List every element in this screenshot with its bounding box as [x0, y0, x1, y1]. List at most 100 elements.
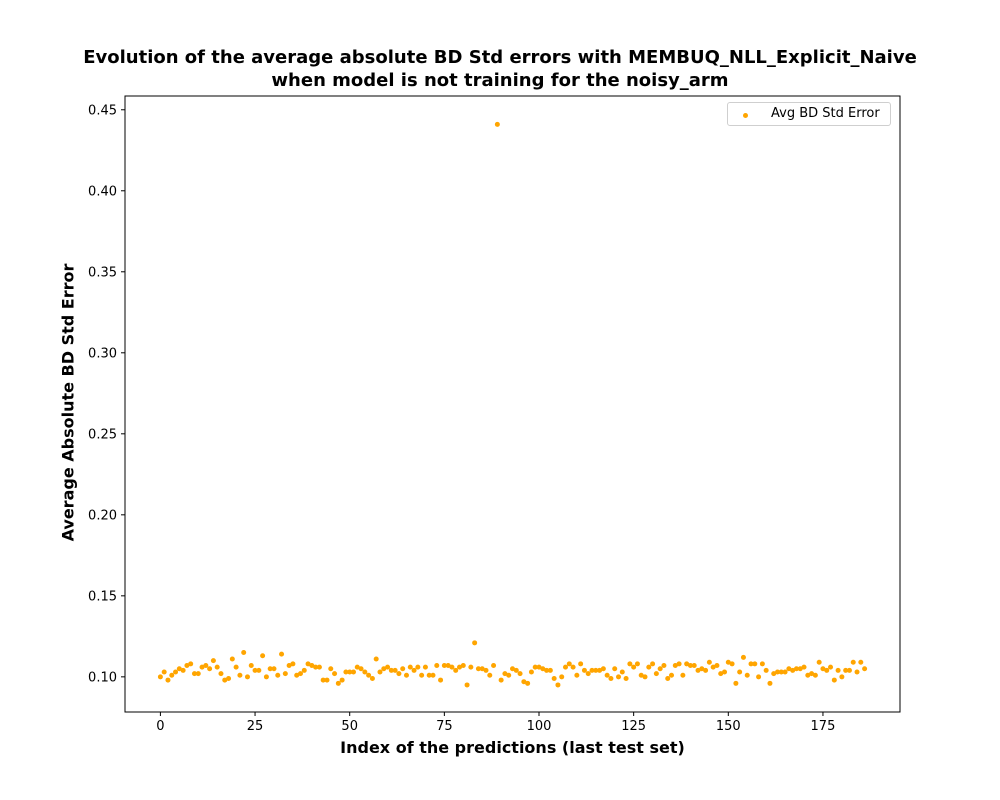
x-axis-label: Index of the predictions (last test set): [340, 738, 685, 757]
data-point: [339, 677, 345, 683]
y-tick-label: 0.10: [88, 670, 117, 685]
data-point: [525, 680, 531, 686]
data-point: [449, 664, 455, 670]
data-point: [563, 664, 568, 670]
data-point: [551, 675, 557, 681]
data-point: [316, 664, 322, 670]
data-point: [570, 664, 576, 670]
data-point: [188, 661, 194, 667]
data-point: [703, 667, 709, 673]
data-point: [547, 667, 553, 673]
data-point: [642, 674, 648, 680]
plot-frame: [124, 95, 901, 713]
data-point: [479, 666, 485, 672]
data-point: [809, 671, 815, 677]
data-point: [472, 640, 478, 646]
data-point: [740, 654, 746, 660]
x-tick-label: 125: [621, 719, 646, 734]
data-point: [332, 671, 338, 677]
data-point: [581, 667, 587, 673]
data-point: [623, 675, 629, 681]
data-point: [260, 653, 266, 659]
data-point: [207, 666, 213, 672]
x-tick-label: 150: [716, 719, 741, 734]
data-point: [343, 669, 349, 675]
data-point: [320, 677, 326, 683]
data-point: [801, 664, 807, 670]
data-point: [672, 663, 678, 668]
data-point: [180, 667, 186, 673]
data-point: [400, 666, 406, 672]
data-point: [521, 679, 527, 685]
y-tick-label: 0.35: [88, 265, 117, 280]
data-point: [744, 672, 750, 678]
data-point: [457, 664, 462, 670]
data-point: [229, 656, 235, 662]
data-point: [441, 663, 447, 668]
data-point: [653, 671, 659, 677]
data-point: [407, 664, 413, 670]
data-point: [297, 671, 303, 677]
data-point: [169, 672, 175, 678]
data-point: [843, 667, 849, 673]
data-point: [574, 672, 580, 678]
data-point: [858, 659, 864, 665]
data-point: [862, 666, 868, 672]
data-point: [824, 667, 830, 673]
data-point: [729, 661, 735, 667]
y-tick-label: 0.30: [88, 346, 117, 361]
data-point: [559, 674, 565, 680]
data-point: [241, 650, 247, 656]
data-point: [676, 661, 682, 667]
data-point: [706, 659, 712, 665]
data-point: [502, 671, 508, 677]
data-point: [805, 672, 811, 678]
data-point: [271, 666, 277, 672]
data-point: [301, 667, 307, 673]
data-point: [650, 661, 656, 667]
data-point: [767, 680, 773, 686]
data-point: [248, 663, 254, 668]
data-point: [468, 664, 474, 670]
data-point: [498, 677, 504, 683]
data-point: [210, 658, 216, 664]
data-point: [812, 672, 818, 678]
data-point: [778, 669, 784, 675]
data-point: [725, 659, 731, 665]
data-point: [759, 661, 765, 667]
data-point: [184, 663, 190, 668]
x-tick-label: 25: [247, 719, 264, 734]
data-point: [657, 666, 663, 672]
data-point: [597, 667, 603, 673]
data-point: [612, 666, 618, 672]
data-point: [411, 667, 417, 673]
data-point: [176, 666, 182, 672]
data-point: [854, 669, 860, 675]
data-point: [252, 667, 258, 673]
data-point: [513, 667, 519, 673]
data-point: [718, 671, 724, 677]
data-point: [392, 667, 398, 673]
data-point: [786, 666, 792, 672]
data-point: [710, 664, 716, 670]
y-tick-label: 0.45: [88, 103, 117, 118]
data-point: [540, 666, 546, 672]
data-point: [831, 677, 837, 683]
data-point: [290, 661, 296, 667]
data-point: [846, 667, 852, 673]
data-point: [282, 671, 288, 677]
data-point: [460, 663, 466, 668]
data-point: [237, 672, 243, 678]
data-point: [377, 669, 383, 675]
data-point: [328, 666, 334, 672]
data-point: [661, 663, 667, 668]
data-point: [173, 669, 179, 675]
data-point: [604, 672, 610, 678]
legend-label: Avg BD Std Error: [771, 106, 880, 121]
data-point: [445, 663, 451, 668]
data-point: [305, 661, 311, 667]
data-point: [782, 669, 788, 675]
data-point: [415, 664, 421, 670]
data-point: [491, 663, 497, 668]
